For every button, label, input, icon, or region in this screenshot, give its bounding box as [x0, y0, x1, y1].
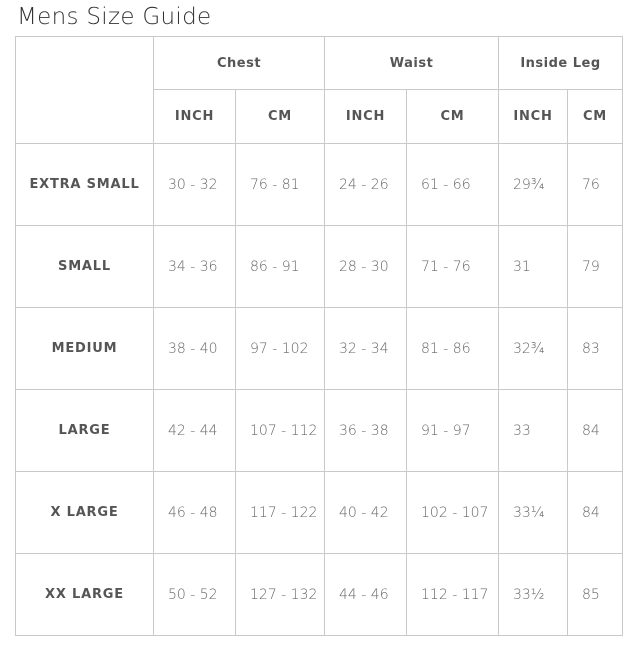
- table-row: XX LARGE 50 - 52 127 - 132 44 - 46 112 - 117…: [15, 553, 624, 636]
- measurement-cell: 85: [567, 553, 624, 636]
- size-label: XX LARGE: [15, 553, 154, 636]
- measurement-cell: 84: [567, 471, 624, 554]
- group-header-waist: Waist: [324, 36, 500, 90]
- measurement-cell: 29¾: [498, 143, 569, 226]
- unit-header: INCH: [153, 89, 236, 144]
- measurement-cell: 30 - 32: [153, 143, 236, 226]
- group-header-chest: Chest: [152, 36, 326, 90]
- measurement-cell: 79: [567, 225, 624, 308]
- unit-header: INCH: [498, 89, 569, 144]
- measurement-cell: 81 - 86: [406, 307, 500, 390]
- measurement-cell: 44 - 46: [324, 553, 408, 636]
- measurement-cell: 50 - 52: [153, 553, 236, 636]
- measurement-cell: 32¾: [498, 307, 569, 390]
- size-label: LARGE: [15, 389, 154, 472]
- measurement-cell: 76 - 81: [234, 143, 326, 226]
- measurement-cell: 40 - 42: [324, 471, 408, 554]
- table-row: SMALL 34 - 36 86 - 91 28 - 30 71 - 76 31 79: [15, 225, 624, 308]
- measurement-cell: 102 - 107: [406, 471, 500, 554]
- measurement-cell: 32 - 34: [324, 307, 408, 390]
- measurement-cell: 112 - 117: [406, 553, 500, 636]
- measurement-cell: 42 - 44: [153, 389, 236, 472]
- measurement-cell: 38 - 40: [153, 307, 236, 390]
- table-row: X LARGE 46 - 48 117 - 122 40 - 42 102 - 107 3…: [15, 471, 624, 554]
- table-row: MEDIUM 38 - 40 97 - 102 32 - 34 81 - 86 32¾ 83: [15, 307, 624, 390]
- size-label: X LARGE: [15, 471, 154, 554]
- measurement-cell: 61 - 66: [406, 143, 500, 226]
- group-header-inside-leg: Inside Leg: [498, 36, 624, 90]
- corner-cell: [15, 36, 154, 144]
- unit-header: CM: [234, 89, 326, 144]
- unit-header: INCH: [324, 89, 408, 144]
- measurement-cell: 83: [567, 307, 624, 390]
- measurement-cell: 31: [498, 225, 569, 308]
- measurement-cell: 28 - 30: [324, 225, 408, 308]
- table-body: EXTRA SMALL 30 - 32 76 - 81 24 - 26 61 - 66 2…: [15, 143, 624, 636]
- measurement-cell: 34 - 36: [153, 225, 236, 308]
- size-label: EXTRA SMALL: [15, 143, 154, 226]
- unit-header: CM: [567, 89, 624, 144]
- measurement-cell: 107 - 112: [234, 389, 326, 472]
- measurement-cell: 24 - 26: [324, 143, 408, 226]
- measurement-cell: 33: [498, 389, 569, 472]
- size-label: MEDIUM: [15, 307, 154, 390]
- measurement-cell: 127 - 132: [234, 553, 326, 636]
- measurement-cell: 117 - 122: [234, 471, 326, 554]
- measurement-cell: 71 - 76: [406, 225, 500, 308]
- measurement-cell: 46 - 48: [153, 471, 236, 554]
- size-guide-table: Chest Waist Inside Leg INCH CM INCH CM I…: [15, 36, 624, 636]
- size-label: SMALL: [15, 225, 154, 308]
- unit-header: CM: [406, 89, 500, 144]
- page-title: Mens Size Guide: [17, 4, 212, 30]
- measurement-cell: 84: [567, 389, 624, 472]
- measurement-cell: 86 - 91: [234, 225, 326, 308]
- measurement-cell: 33½: [498, 553, 569, 636]
- table-row: EXTRA SMALL 30 - 32 76 - 81 24 - 26 61 - 66 2…: [15, 143, 624, 226]
- measurement-cell: 91 - 97: [406, 389, 500, 472]
- measurement-cell: 33¼: [498, 471, 569, 554]
- measurement-cell: 76: [567, 143, 624, 226]
- measurement-cell: 97 - 102: [234, 307, 326, 390]
- table-row: LARGE 42 - 44 107 - 112 36 - 38 91 - 97 33 84: [15, 389, 624, 472]
- measurement-cell: 36 - 38: [324, 389, 408, 472]
